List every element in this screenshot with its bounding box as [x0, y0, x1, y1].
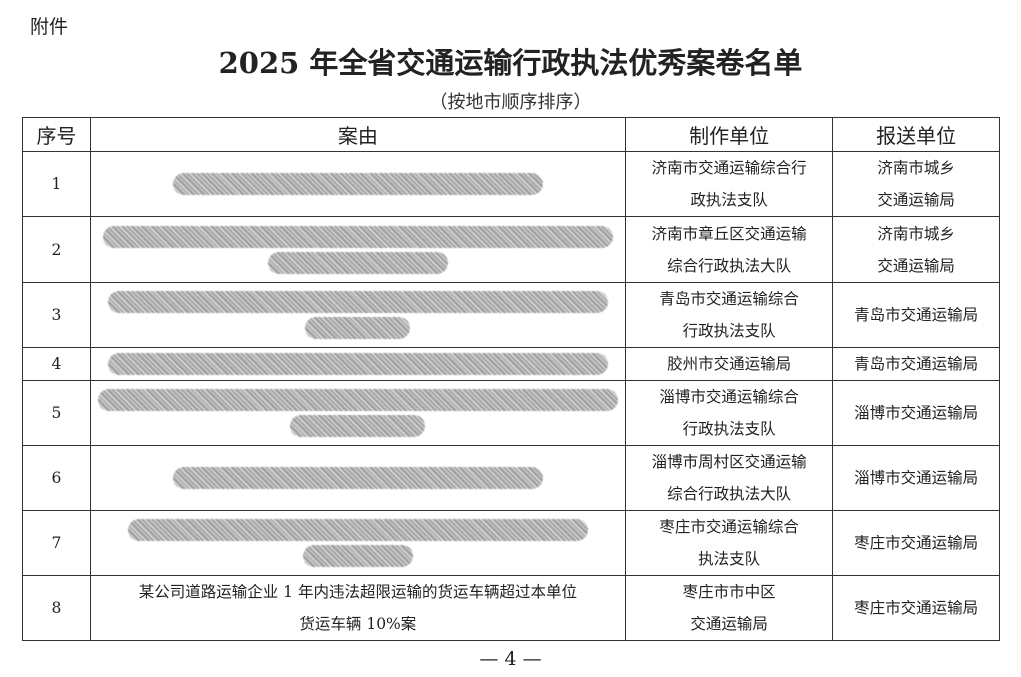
row-number: 3 — [22, 282, 91, 348]
sender-cell: 青岛市交通运输局 — [832, 282, 1000, 348]
maker-line: 济南市交通运输综合行 — [651, 159, 807, 177]
maker-cell: 青岛市交通运输综合 行政执法支队 — [624, 282, 834, 348]
sender-line: 淄博市交通运输局 — [854, 469, 979, 487]
maker-line: 交通运输局 — [690, 615, 768, 633]
sender-line: 济南市城乡 — [877, 224, 955, 243]
redacted-text — [302, 545, 413, 567]
attachment-label: 附件 — [30, 16, 69, 38]
maker-cell: 济南市交通运输综合行 政执法支队 — [624, 151, 834, 217]
case-cell — [89, 347, 626, 381]
maker-line: 青岛市交通运输综合 — [659, 290, 799, 308]
sender-line: 交通运输局 — [877, 191, 955, 209]
sender-line: 济南市城乡 — [877, 159, 955, 177]
maker-cell: 济南市章丘区交通运输 综合行政执法大队 — [624, 216, 834, 283]
row-number: 8 — [22, 575, 91, 641]
case-cell — [89, 282, 626, 348]
redacted-text — [172, 173, 543, 195]
maker-line: 济南市章丘区交通运输 — [651, 224, 807, 243]
table-row: 3 青岛市交通运输综合 行政执法支队 青岛市交通运输局 — [22, 282, 1000, 348]
redacted-text — [107, 291, 608, 313]
page-number: — 4 — — [479, 648, 542, 670]
maker-cell: 淄博市交通运输综合 行政执法支队 — [624, 380, 834, 446]
maker-line: 枣庄市交通运输综合 — [659, 518, 799, 536]
case-cell — [89, 216, 626, 283]
case-list-table: 序号 案由 制作单位 报送单位 1 济南市交通运输综合行 政执法支队 济南市城乡 交通运… — [22, 117, 1000, 641]
case-cell — [89, 510, 626, 576]
case-line: 某公司道路运输企业 1 年内违法超限运输的货运车辆超过本单位 — [138, 583, 577, 601]
sender-line: 青岛市交通运输局 — [854, 355, 979, 373]
maker-line: 淄博市周村区交通运输 — [651, 453, 807, 471]
sender-cell: 济南市城乡交通运输局 — [832, 151, 1000, 217]
header-maker: 制作单位 — [624, 117, 834, 152]
header-number: 序号 — [22, 117, 91, 152]
row-number: 1 — [22, 151, 91, 217]
sender-line: 枣庄市交通运输局 — [854, 534, 979, 552]
redacted-text — [102, 225, 613, 248]
sender-line: 淄博市交通运输局 — [854, 404, 979, 422]
sender-cell: 枣庄市交通运输局 — [832, 510, 1000, 576]
row-number: 5 — [22, 380, 91, 446]
maker-cell: 枣庄市交通运输综合 执法支队 — [624, 510, 834, 576]
sender-cell: 淄博市交通运输局 — [832, 445, 1000, 511]
sender-cell: 淄博市交通运输局 — [832, 380, 1000, 446]
maker-line: 综合行政执法大队 — [667, 256, 792, 275]
table-row: 7 枣庄市交通运输综合 执法支队 枣庄市交通运输局 — [22, 510, 1000, 576]
redacted-text — [305, 317, 411, 339]
document-title: 2025 年全省交通运输行政执法优秀案卷名单 — [218, 46, 803, 80]
maker-line: 淄博市交通运输综合 — [659, 388, 799, 406]
case-cell — [89, 445, 626, 511]
maker-line: 综合行政执法大队 — [667, 485, 792, 503]
redacted-text — [97, 389, 618, 411]
sender-cell: 青岛市交通运输局 — [832, 347, 1000, 381]
sender-cell: 枣庄市交通运输局 — [832, 575, 1000, 641]
redacted-text — [127, 519, 588, 541]
case-cell — [89, 151, 626, 217]
maker-line: 胶州市交通运输局 — [667, 355, 792, 373]
table-row: 2 济南市章丘区交通运输 综合行政执法大队 济南市城乡 交通运输局 — [22, 216, 1000, 283]
sender-cell: 济南市城乡交通运输局 — [832, 216, 1000, 283]
table-row: 5 淄博市交通运输综合 行政执法支队 淄博市交通运输局 — [22, 380, 1000, 446]
maker-line: 枣庄市市中区 — [682, 583, 776, 601]
maker-line: 执法支队 — [698, 550, 761, 568]
row-number: 6 — [22, 445, 91, 511]
maker-line: 行政执法支队 — [682, 420, 776, 438]
table-row: 4 胶州市交通运输局 青岛市交通运输局 — [22, 347, 1000, 381]
row-number: 4 — [22, 347, 91, 381]
maker-line: 政执法支队 — [690, 191, 768, 209]
redacted-text — [267, 251, 448, 274]
row-number: 2 — [22, 216, 91, 283]
case-cell — [89, 380, 626, 446]
table-row: 6 淄博市周村区交通运输 综合行政执法大队 淄博市交通运输局 — [22, 445, 1000, 511]
redacted-text — [172, 467, 543, 489]
sender-line: 枣庄市交通运输局 — [854, 599, 979, 617]
header-case: 案由 — [89, 117, 626, 152]
header-sender: 报送单位 — [832, 117, 1000, 152]
redacted-text — [107, 353, 608, 375]
redacted-text — [290, 415, 426, 437]
maker-line: 行政执法支队 — [682, 322, 776, 340]
case-line: 货运车辆 10%案 — [299, 615, 417, 633]
case-cell: 某公司道路运输企业 1 年内违法超限运输的货运车辆超过本单位 货运车辆 10%案 — [89, 575, 626, 641]
table-row: 1 济南市交通运输综合行 政执法支队 济南市城乡 交通运输局 — [22, 151, 1000, 217]
maker-cell: 淄博市周村区交通运输 综合行政执法大队 — [624, 445, 834, 511]
table-header-row: 序号 案由 制作单位 报送单位 — [22, 117, 1000, 152]
table-row: 8 某公司道路运输企业 1 年内违法超限运输的货运车辆超过本单位 货运车辆 10%案… — [22, 575, 1000, 641]
sender-line: 青岛市交通运输局 — [854, 306, 979, 324]
maker-cell: 枣庄市市中区 交通运输局 — [624, 575, 834, 641]
maker-cell: 胶州市交通运输局 — [624, 347, 834, 381]
row-number: 7 — [22, 510, 91, 576]
document-subtitle: （按地市顺序排序） — [429, 92, 592, 113]
sender-line: 交通运输局 — [877, 256, 955, 275]
